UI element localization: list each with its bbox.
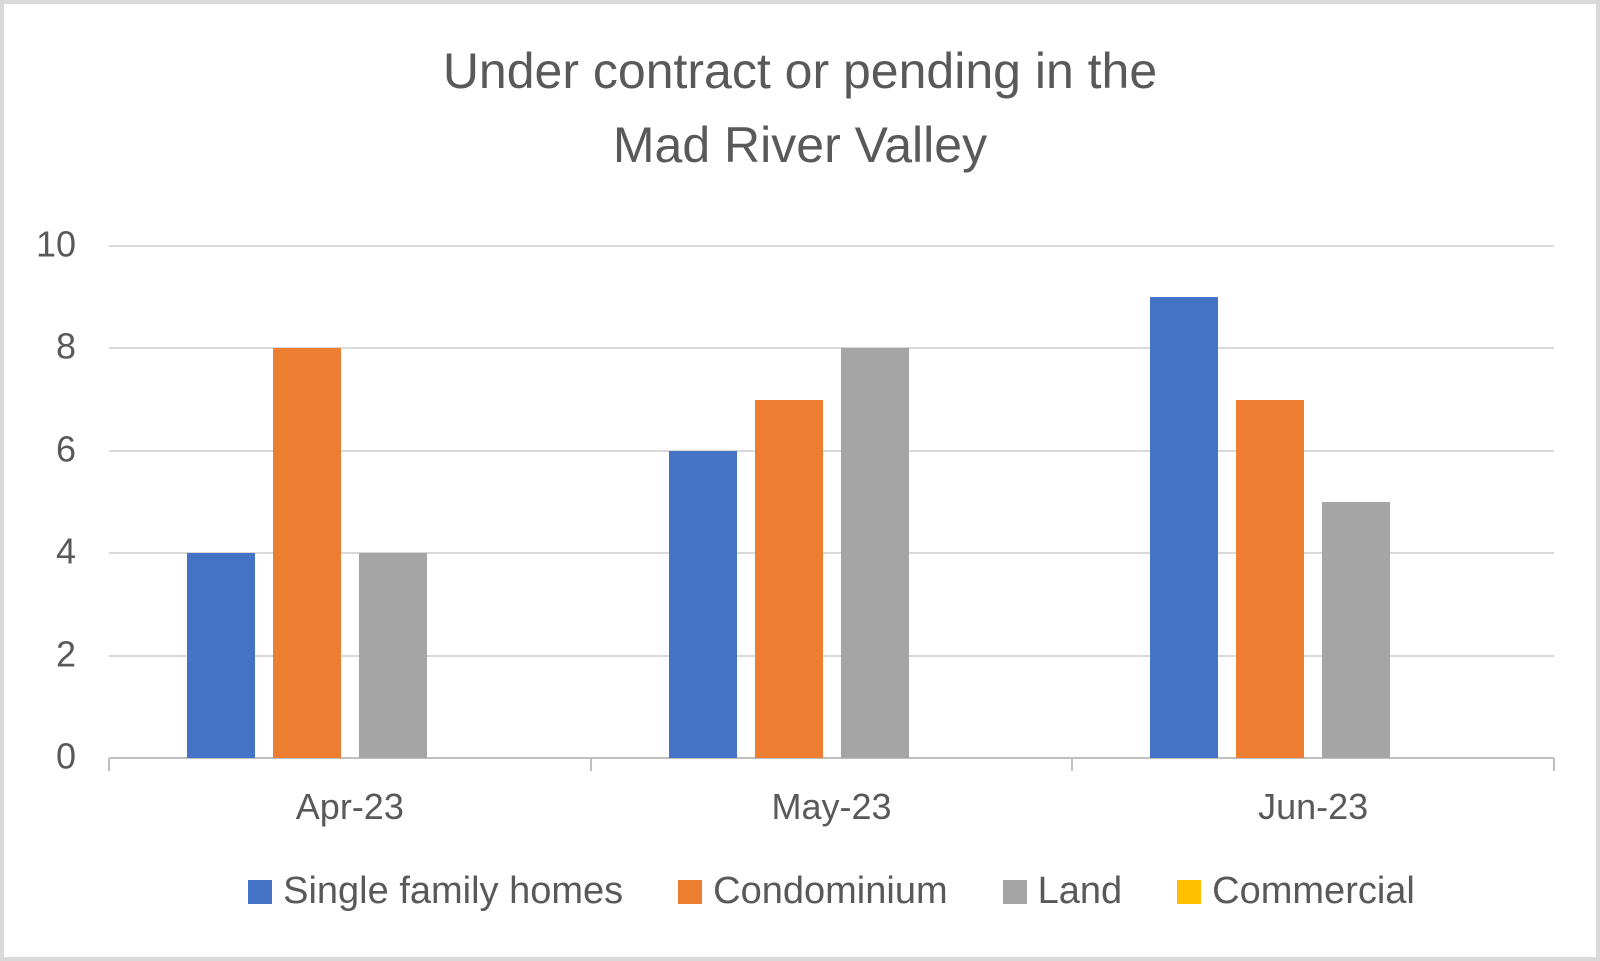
- x-axis-label-jun-23: Jun-23: [1258, 786, 1369, 827]
- x-axis-label-may-23: May-23: [771, 786, 892, 827]
- bar-may-23-single-family-homes: [668, 450, 737, 758]
- bar-may-23-condominium: [754, 399, 823, 758]
- y-axis-label-8: 8: [55, 325, 76, 367]
- bar-may-23-land: [840, 348, 909, 758]
- bar-jun-23-single-family-homes: [1150, 297, 1219, 758]
- gridline-2: [109, 654, 1554, 657]
- legend-swatch-single-family-homes: [248, 879, 273, 904]
- chart-title: Under contract or pending in the Mad Riv…: [4, 34, 1596, 182]
- y-axis-label-0: 0: [55, 735, 76, 777]
- x-axis-line: [109, 757, 1554, 759]
- legend-swatch-land: [1002, 879, 1027, 904]
- legend-item-condominium: Condominium: [678, 870, 948, 913]
- x-axis-label-apr-23: Apr-23: [295, 786, 404, 827]
- x-axis-tick-3: [1553, 758, 1555, 771]
- y-axis-label-6: 6: [55, 428, 76, 470]
- y-axis-label-10: 10: [35, 223, 76, 265]
- chart-title-line-2: Mad River Valley: [612, 117, 988, 173]
- bar-apr-23-condominium: [272, 348, 341, 758]
- chart-title-line-1: Under contract or pending in the: [442, 43, 1158, 99]
- y-axis-label-2: 2: [55, 632, 76, 674]
- legend-label-single-family-homes: Single family homes: [283, 870, 624, 912]
- x-axis-tick-0: [108, 758, 110, 771]
- bar-apr-23-land: [358, 553, 427, 758]
- legend-item-commercial: Commercial: [1177, 870, 1415, 913]
- legend-swatch-condominium: [678, 879, 703, 904]
- legend: Single family homes Condominium Land Commer…: [109, 870, 1554, 913]
- legend-item-land: Land: [1002, 870, 1123, 913]
- bar-apr-23-single-family-homes: [186, 553, 255, 758]
- gridline-8: [109, 347, 1554, 350]
- legend-swatch-commercial: [1177, 879, 1202, 904]
- gridline-10: [109, 245, 1554, 247]
- legend-label-condominium: Condominium: [713, 870, 948, 912]
- legend-label-land: Land: [1037, 870, 1123, 912]
- plot-area: 0 2 4 6 8 10 Apr-23 May-23 Jun-23: [4, 4, 1596, 957]
- legend-label-commercial: Commercial: [1212, 870, 1415, 912]
- bar-jun-23-condominium: [1236, 399, 1305, 758]
- x-axis-tick-2: [1071, 758, 1074, 771]
- x-axis-tick-1: [589, 758, 592, 771]
- bar-jun-23-land: [1322, 502, 1391, 758]
- gridline-4: [109, 552, 1554, 555]
- legend-item-single-family-homes: Single family homes: [248, 870, 623, 913]
- y-axis-label-4: 4: [55, 530, 76, 572]
- gridline-6: [109, 449, 1554, 452]
